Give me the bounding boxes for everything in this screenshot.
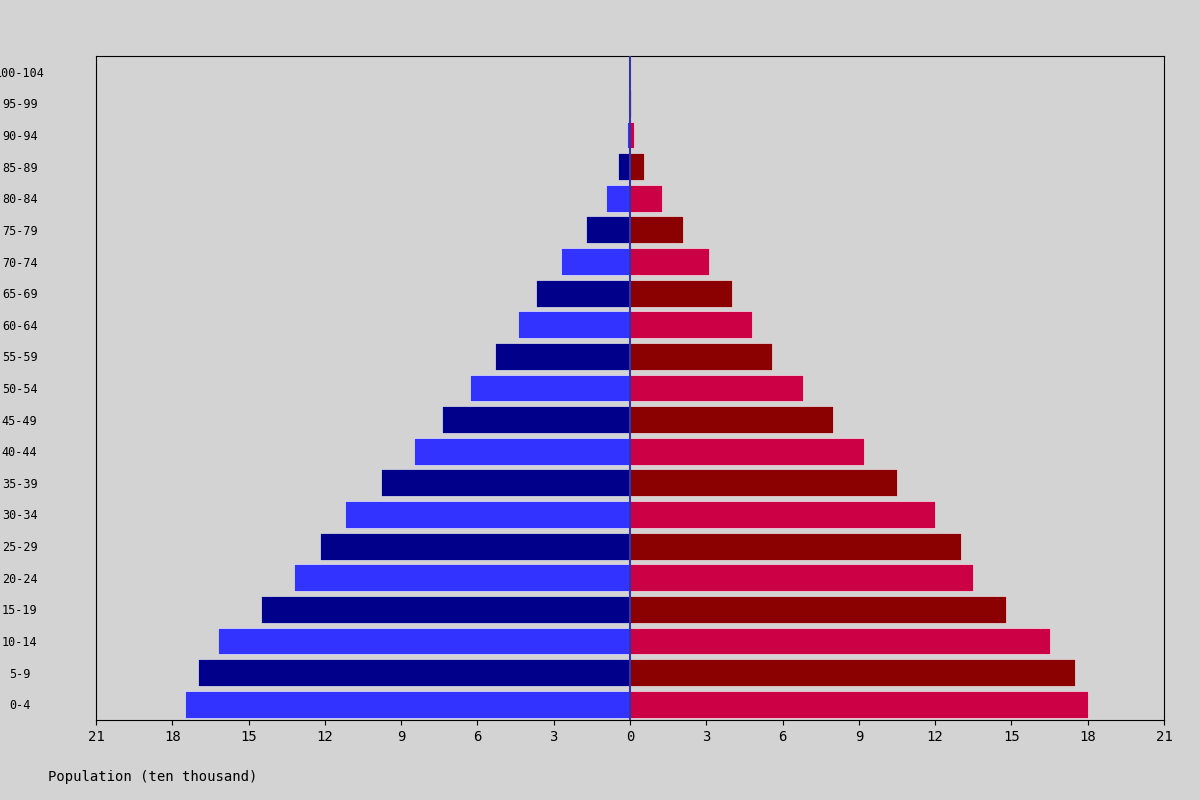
Bar: [630, 374, 803, 402]
Bar: [630, 533, 960, 559]
Bar: [442, 406, 630, 433]
Bar: [319, 533, 630, 559]
Bar: [414, 438, 630, 465]
Bar: [294, 564, 630, 591]
Bar: [630, 596, 1007, 622]
Bar: [630, 280, 732, 306]
Bar: [630, 564, 973, 591]
Bar: [630, 90, 631, 117]
Bar: [630, 185, 661, 212]
Bar: [630, 406, 834, 433]
Bar: [630, 217, 684, 243]
Bar: [470, 374, 630, 402]
Bar: [185, 690, 630, 718]
Bar: [630, 248, 709, 275]
Bar: [630, 659, 1075, 686]
Bar: [630, 470, 898, 496]
Bar: [630, 154, 644, 180]
Bar: [496, 343, 630, 370]
Bar: [346, 501, 630, 528]
Bar: [586, 217, 630, 243]
Bar: [262, 596, 630, 622]
Bar: [630, 343, 773, 370]
Bar: [630, 501, 935, 528]
Bar: [606, 185, 630, 212]
Bar: [630, 690, 1087, 718]
Bar: [218, 627, 630, 654]
Bar: [630, 438, 864, 465]
Bar: [630, 122, 634, 149]
Bar: [198, 659, 630, 686]
Bar: [618, 154, 630, 180]
Bar: [630, 311, 752, 338]
Bar: [536, 280, 630, 306]
Bar: [562, 248, 630, 275]
Bar: [518, 311, 630, 338]
Text: Population (ten thousand): Population (ten thousand): [48, 770, 257, 784]
Bar: [380, 470, 630, 496]
Bar: [626, 122, 630, 149]
Bar: [630, 627, 1050, 654]
